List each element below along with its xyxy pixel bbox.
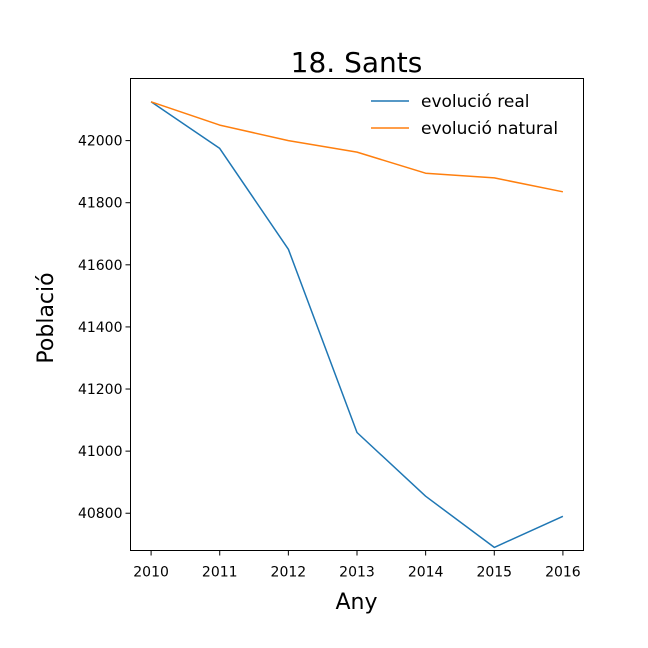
y-tick-label: 40800 — [78, 506, 123, 522]
y-tick-label: 41000 — [78, 444, 123, 460]
series-line-real — [150, 101, 564, 549]
legend-label: evolució natural — [421, 119, 558, 139]
x-axis: 2010 2011 2012 2013 2014 2015 2016 — [133, 550, 581, 581]
x-axis-label: Any — [335, 590, 377, 615]
plot-frame — [130, 78, 584, 551]
x-tick-label: 2011 — [202, 565, 238, 581]
legend-label: evolució real — [421, 92, 530, 112]
y-axis-label: Població — [34, 272, 59, 363]
series-lines — [150, 101, 564, 549]
y-tick-label: 41400 — [78, 320, 123, 336]
y-tick-label: 41600 — [78, 258, 123, 274]
y-axis: 40800 41000 41200 41400 41600 41800 42000 — [78, 134, 131, 522]
x-tick-label: 2015 — [476, 565, 512, 581]
chart-title: 18. Sants — [291, 46, 423, 79]
x-tick-label: 2012 — [271, 565, 307, 581]
x-tick-label: 2013 — [339, 565, 375, 581]
series-line-natural — [150, 101, 564, 193]
y-tick-label: 42000 — [78, 134, 123, 150]
x-tick-label: 2016 — [545, 565, 581, 581]
y-tick-label: 41800 — [78, 196, 123, 212]
x-tick-label: 2010 — [133, 565, 169, 581]
x-tick-label: 2014 — [408, 565, 444, 581]
y-tick-label: 41200 — [78, 382, 123, 398]
legend: evolució real evolució natural — [371, 92, 558, 139]
